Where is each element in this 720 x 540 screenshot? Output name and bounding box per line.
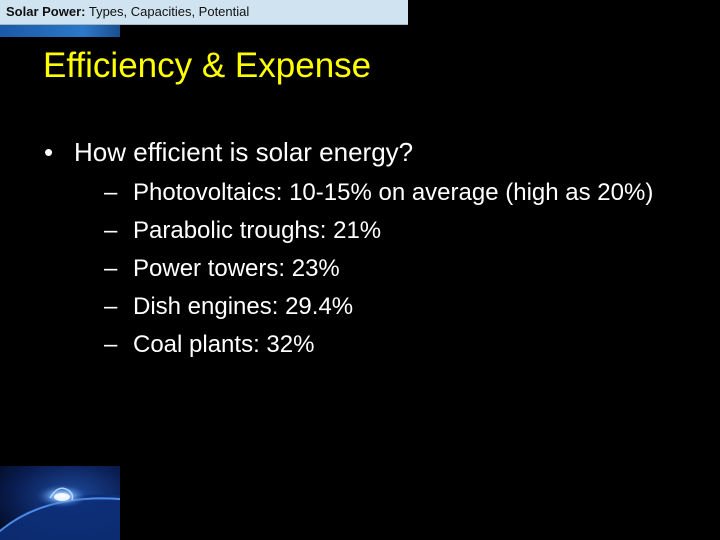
sub-bullet-item: – Dish engines: 29.4% [74,290,693,324]
sub-bullet-text: Coal plants: 32% [133,331,315,358]
sub-bullet-text: Power towers: 23% [133,255,340,282]
dash-glyph: – [104,255,118,282]
sun-surface-graphic [0,484,120,540]
sub-bullet-text: Parabolic troughs: 21% [133,217,382,244]
dash-glyph: – [104,217,118,244]
header-subtitle: Types, Capacities, Potential [85,4,250,19]
header-accent-bar [0,25,120,37]
sub-bullet-text: Photovoltaics: 10-15% on average (high a… [133,179,654,206]
sun-surface-image [0,466,120,540]
sub-bullet-text: Dish engines: 29.4% [133,293,354,320]
dash-glyph: – [104,293,118,320]
sub-bullet-item: – Parabolic troughs: 21% [74,214,693,248]
sub-bullet-item: – Power towers: 23% [74,252,693,286]
bullet-item: • How efficient is solar energy? – Photo… [44,134,684,362]
bullet-text: How efficient is solar energy? [74,137,414,167]
sub-bullet-list: – Photovoltaics: 10-15% on average (high… [74,176,684,362]
header-topic: Solar Power: [6,4,86,19]
bullet-list: • How efficient is solar energy? – Photo… [44,134,684,362]
dash-glyph: – [104,179,118,206]
slide-title: Efficiency & Expense [43,46,372,85]
bullet-glyph: • [44,137,54,167]
dash-glyph: – [104,331,118,358]
sub-bullet-item: – Photovoltaics: 10-15% on average (high… [74,176,693,210]
sub-bullet-item: – Coal plants: 32% [74,328,693,362]
header-bar: Solar Power: Types, Capacities, Potentia… [0,0,408,25]
